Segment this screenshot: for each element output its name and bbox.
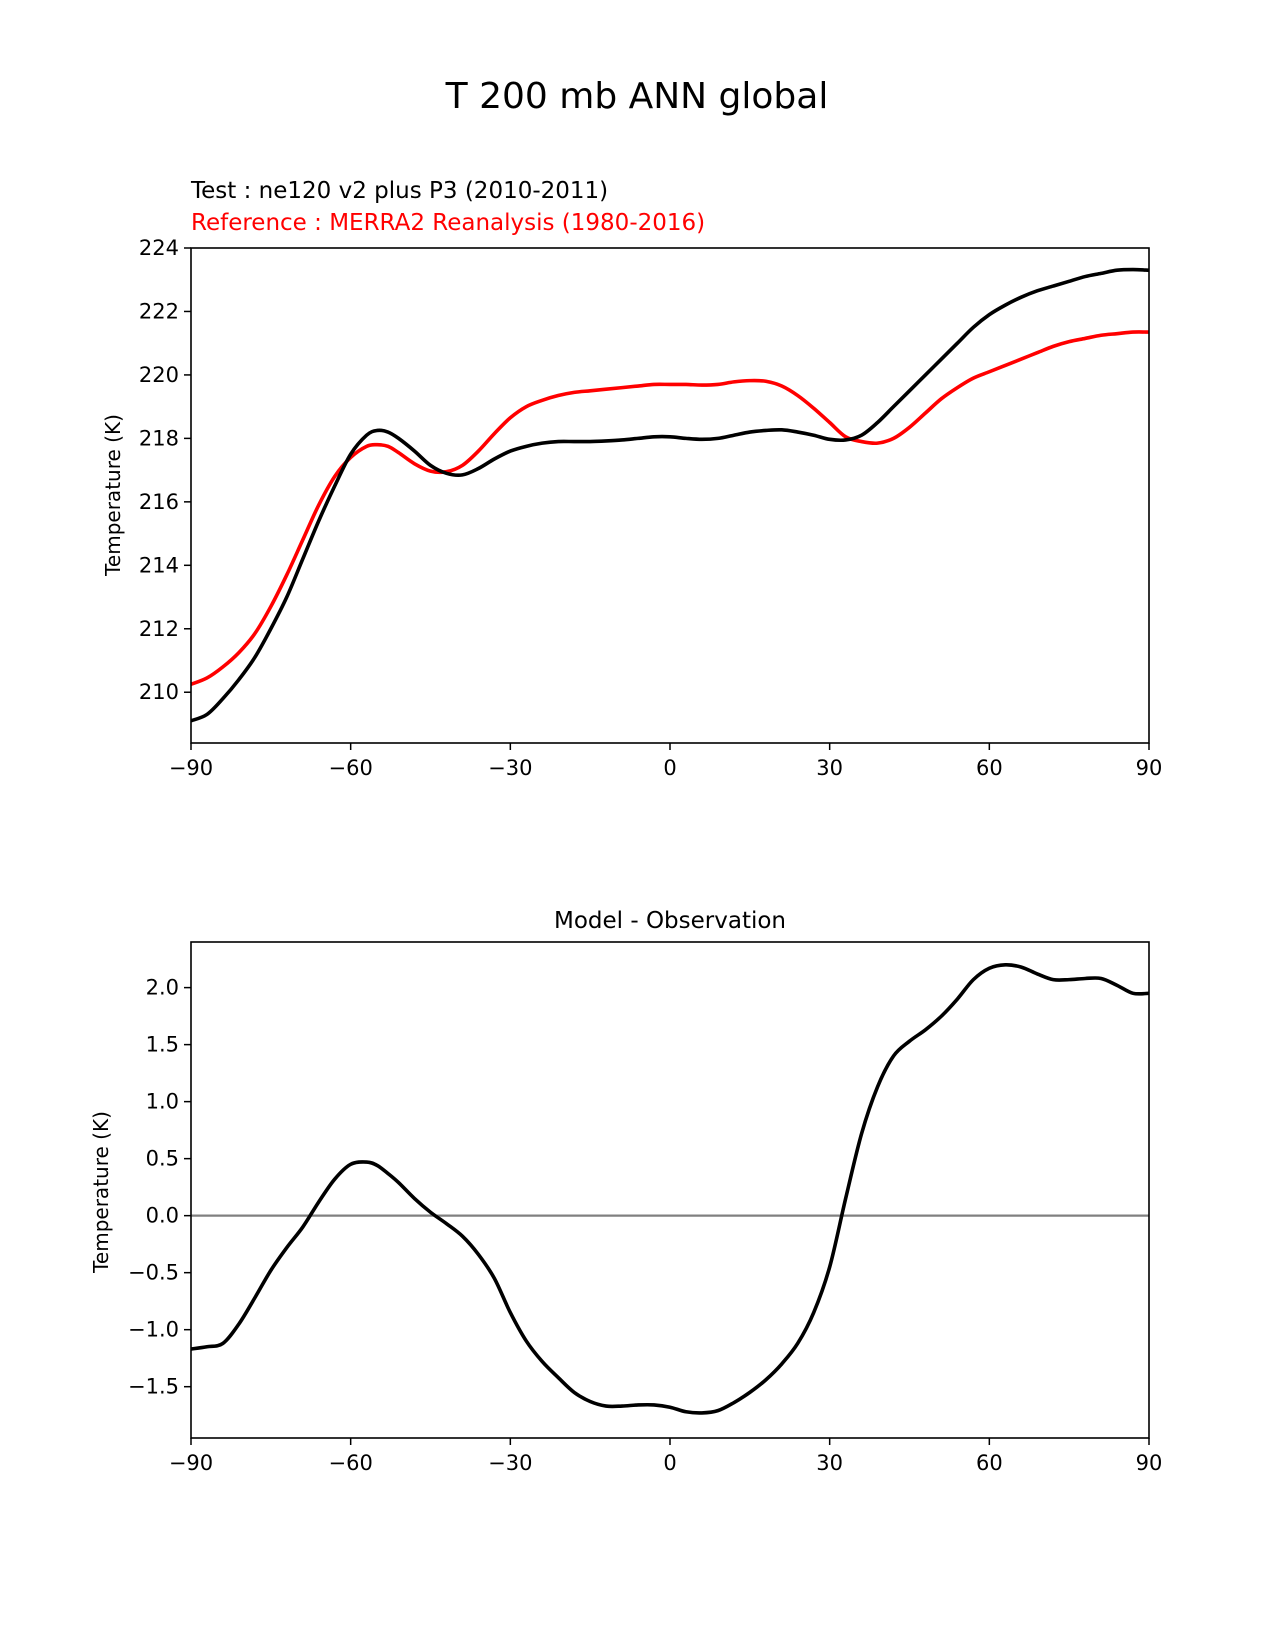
bottom-y-tick-label: 1.5 — [146, 1033, 179, 1057]
top-y-tick-label: 216 — [139, 490, 179, 514]
bottom-y-tick-label: 0.0 — [146, 1204, 179, 1228]
top-y-tick-label: 214 — [139, 553, 179, 577]
bottom-x-tick-label: −90 — [169, 1451, 213, 1475]
bottom-x-tick-label: −30 — [488, 1451, 532, 1475]
figure-title: T 200 mb ANN global — [445, 76, 829, 117]
top-x-tick-label: 90 — [1136, 756, 1163, 780]
top-y-tick-label: 218 — [139, 426, 179, 450]
top-x-tick-label: 30 — [816, 756, 843, 780]
reference-title: Reference : MERRA2 Reanalysis (1980-2016… — [191, 210, 705, 236]
top-x-tick-label: −30 — [488, 756, 532, 780]
top-plot-frame — [190, 247, 1150, 744]
top-y-tick-label: 210 — [139, 680, 179, 704]
bottom-chart: Model - Observation Temperature (K) −90 −… — [89, 908, 1162, 1475]
top-y-tick-label: 220 — [139, 363, 179, 387]
bottom-y-tick-label: 0.5 — [146, 1147, 179, 1171]
test-series-line — [190, 267, 1150, 723]
reference-series-line — [190, 330, 1150, 686]
bottom-y-tick-label: 1.0 — [146, 1090, 179, 1114]
bottom-x-tick-label: 90 — [1136, 1451, 1163, 1475]
top-chart: Test : ne120 v2 plus P3 (2010-2011) Refe… — [101, 178, 1162, 780]
top-x-tick-label: 0 — [663, 756, 676, 780]
bottom-x-tick-label: −60 — [329, 1451, 373, 1475]
bottom-x-tick-label: 30 — [816, 1451, 843, 1475]
bottom-x-tick-label: 0 — [663, 1451, 676, 1475]
bottom-y-tick-label: −1.0 — [128, 1318, 179, 1342]
bottom-y-axis-label: Temperature (K) — [89, 1111, 113, 1274]
top-x-tick-label: 60 — [976, 756, 1003, 780]
bottom-y-tick-label: −1.5 — [128, 1375, 179, 1399]
bottom-chart-title: Model - Observation — [554, 908, 786, 934]
top-x-tick-label: −60 — [329, 756, 373, 780]
top-y-axis-label: Temperature (K) — [101, 414, 125, 577]
difference-series-line — [190, 962, 1150, 1415]
bottom-y-tick-label: 2.0 — [146, 976, 179, 1000]
bottom-y-tick-label: −0.5 — [128, 1261, 179, 1285]
test-title: Test : ne120 v2 plus P3 (2010-2011) — [190, 178, 608, 204]
top-x-tick-label: −90 — [169, 756, 213, 780]
top-y-tick-label: 212 — [139, 617, 179, 641]
top-y-tick-label: 222 — [139, 299, 179, 323]
bottom-plot-frame — [190, 941, 1150, 1439]
bottom-x-tick-label: 60 — [976, 1451, 1003, 1475]
top-y-tick-label: 224 — [139, 236, 179, 260]
